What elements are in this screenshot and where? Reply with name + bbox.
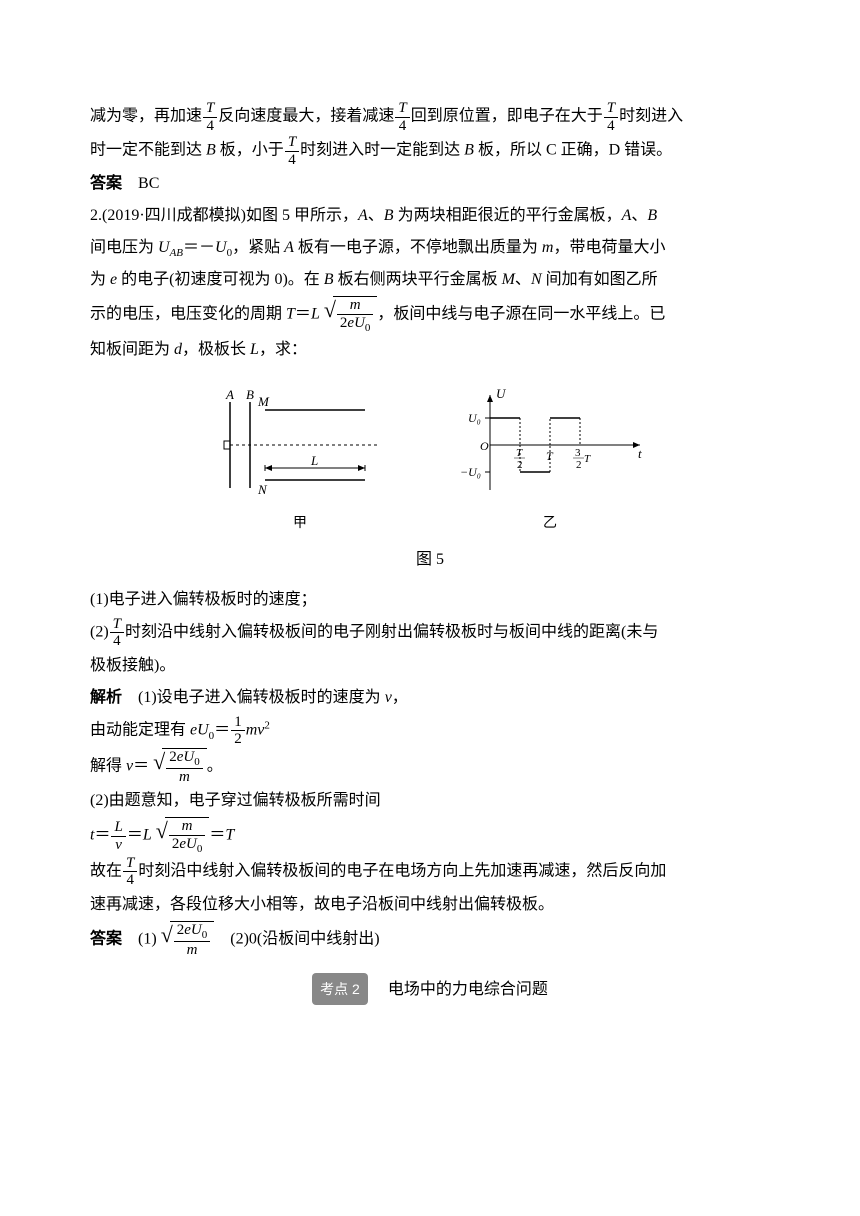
question-1: (1)电子进入偏转极板时的速度； — [90, 584, 770, 616]
svg-text:t: t — [638, 446, 642, 461]
problem-2-line4: 示的电压，电压变化的周期 T＝L √m2eU0，板间中线与电子源在同一水平线上。… — [90, 296, 770, 334]
solution-6: 故在T4时刻沿中线射入偏转极板间的电子在电场方向上先加速再减速，然后反向加 — [90, 855, 770, 889]
svg-text:2: 2 — [517, 459, 523, 471]
svg-text:T: T — [584, 453, 591, 465]
svg-text:N: N — [257, 482, 268, 497]
solution-5: t＝Lv＝L √m2eU0＝T — [90, 817, 770, 855]
solution-3: 解得 v＝ √2eU0m。 — [90, 748, 770, 786]
svg-text:2: 2 — [576, 459, 582, 471]
problem-2-line5: 知板间距为 d，极板长 L，求： — [90, 334, 770, 366]
question-2: (2)T4时刻沿中线射入偏转极板间的电子刚射出偏转极板时与板间中线的距离(未与 — [90, 616, 770, 650]
svg-text:A: A — [225, 387, 234, 402]
problem-2-line2: 间电压为 UAB＝－U0，紧贴 A 板有一电子源，不停地飘出质量为 m，带电荷量… — [90, 232, 770, 264]
svg-text:U: U — [496, 386, 507, 401]
solution-4: (2)由题意知，电子穿过偏转极板所需时间 — [90, 785, 770, 817]
section-header: 考点 2 电场中的力电综合问题 — [90, 973, 770, 1006]
svg-text:−U₀: −U₀ — [460, 465, 481, 479]
svg-text:T: T — [546, 449, 554, 463]
circuit-diagram-icon: A B M N L — [210, 380, 390, 510]
solution-1: 解析 (1)设电子进入偏转极板时的速度为 v， — [90, 682, 770, 714]
section-title: 电场中的力电综合问题 — [372, 981, 548, 998]
figure-caption: 图 5 — [90, 544, 770, 576]
problem-2-line3: 为 e 的电子(初速度可视为 0)。在 B 板右侧两块平行金属板 M、N 间加有… — [90, 264, 770, 296]
diagram-yi: U t O U₀ −U₀ T 2 T 3 — [450, 380, 650, 538]
figure-5: A B M N L 甲 U — [90, 380, 770, 538]
paragraph-1: 减为零，再加速T4反向速度最大，接着减速T4回到原位置，即电子在大于T4时刻进入 — [90, 100, 770, 134]
svg-text:U₀: U₀ — [468, 411, 481, 425]
problem-2-line1: 2.(2019·四川成都模拟)如图 5 甲所示，A、B 为两块相距很近的平行金属… — [90, 200, 770, 232]
waveform-diagram-icon: U t O U₀ −U₀ T 2 T 3 — [450, 380, 650, 510]
final-answer: 答案 (1) √2eU0m (2)0(沿板间中线射出) — [90, 921, 770, 959]
answer-line: 答案 BC — [90, 168, 770, 200]
question-2b: 极板接触)。 — [90, 650, 770, 682]
svg-text:T: T — [516, 447, 523, 459]
svg-text:B: B — [246, 387, 254, 402]
svg-text:M: M — [257, 394, 270, 409]
paragraph-2: 时一定不能到达 B 板，小于T4时刻进入时一定能到达 B 板，所以 C 正确，D… — [90, 134, 770, 168]
section-badge: 考点 2 — [312, 973, 368, 1005]
diagram-jia: A B M N L 甲 — [210, 380, 390, 538]
svg-text:L: L — [310, 453, 318, 468]
solution-2: 由动能定理有 eU0＝12mv2 — [90, 714, 770, 748]
svg-text:O: O — [480, 439, 489, 453]
svg-text:3: 3 — [575, 447, 581, 459]
solution-7: 速再减速，各段位移大小相等，故电子沿板间中线射出偏转极板。 — [90, 889, 770, 921]
